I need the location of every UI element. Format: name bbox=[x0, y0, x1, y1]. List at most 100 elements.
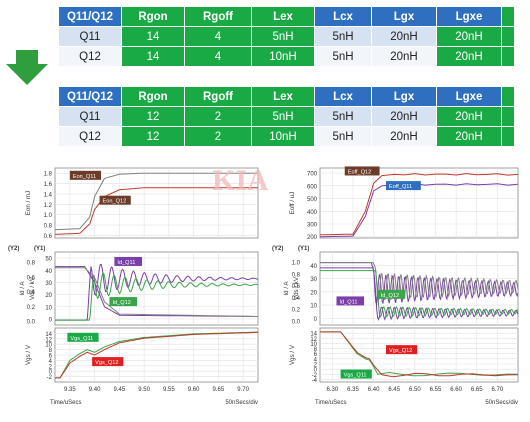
table-row: Q11 12 2 5nH 5nH 20nH 20nH bbox=[58, 106, 515, 127]
subplot: 0.6 0.8 1.0 1.2 1.4 1.6 1.8 Eon / mJ Eon_Q11 Eon_… bbox=[25, 167, 259, 240]
y-tick-label: 0.8 bbox=[44, 224, 53, 230]
parameter-table-before: Q11/Q12 Rgon Rgoff Lex Lcx Lgx Lgxe Q11 … bbox=[58, 6, 515, 67]
subplot: 0 10 20 30 40 50 0.0 0.2 0.4 0.6 0.8 Id / A Vds / kV… bbox=[8, 246, 259, 326]
table-cell: 10nH bbox=[251, 46, 315, 67]
y2-axis-label: Vds / kV bbox=[293, 276, 300, 300]
x-tick-label: 9.40 bbox=[89, 387, 101, 393]
x-tick-label: 6.50 bbox=[409, 387, 421, 393]
y-tick-label: 700 bbox=[307, 172, 318, 178]
table-row: Q12 14 4 10nH 5nH 20nH 20nH bbox=[58, 46, 515, 67]
table-cell: 20nH bbox=[371, 126, 437, 147]
series-line-vgs-q12 bbox=[55, 331, 259, 379]
header-cell: Rgon bbox=[121, 86, 185, 107]
x-axis-label: Time/uSecs bbox=[50, 400, 81, 406]
table-edge-cell bbox=[501, 106, 515, 127]
table-cell: Q12 bbox=[58, 46, 122, 67]
series-line-id-q11 bbox=[55, 263, 259, 321]
y-tick-label: 30 bbox=[310, 277, 317, 283]
y2-tick-label: 0.0 bbox=[292, 320, 301, 326]
chart-panel-left: 0.6 0.8 1.0 1.2 1.4 1.6 1.8 Eon / mJ Eon_Q11 Eon_… bbox=[8, 167, 259, 406]
table-cell: 20nH bbox=[371, 106, 437, 127]
table-cell: 20nH bbox=[436, 46, 502, 67]
table-row: Q11 14 4 5nH 5nH 20nH 20nH bbox=[58, 26, 515, 47]
y-tick-label: 40 bbox=[310, 264, 317, 270]
series-label: Eoff_Q12 bbox=[348, 169, 372, 175]
y-tick-label: 30 bbox=[45, 281, 52, 287]
table-cell: 14 bbox=[121, 46, 185, 67]
x-tick-label: 6.40 bbox=[368, 387, 380, 393]
x-tick-label: 9.70 bbox=[237, 387, 249, 393]
table-cell: Q11 bbox=[58, 26, 122, 47]
series-label-box bbox=[377, 289, 406, 299]
y2-tick-label: 0.2 bbox=[292, 308, 301, 314]
y-tick-label: 6 bbox=[314, 352, 318, 358]
table-cell: 12 bbox=[121, 126, 185, 147]
y-tick-label: -2 bbox=[47, 375, 53, 381]
x-tick-label: 6.35 bbox=[347, 387, 359, 393]
table-edge-cell bbox=[501, 86, 515, 107]
y-tick-label: 8 bbox=[314, 347, 318, 353]
table-cell: 5nH bbox=[314, 46, 372, 67]
y-tick-label: -4 bbox=[312, 378, 318, 384]
y-tick-label: 200 bbox=[307, 235, 318, 241]
series-line-eon-q11 bbox=[54, 172, 258, 231]
y-tick-label: 20 bbox=[45, 293, 52, 299]
table-cell: 5nH bbox=[314, 126, 372, 147]
header-cell: Lgx bbox=[371, 6, 437, 27]
header-cell: Lgxe bbox=[436, 6, 502, 27]
table-header-row: Q11/Q12 Rgon Rgoff Lex Lcx Lgx Lgxe bbox=[58, 6, 515, 27]
series-label-box bbox=[69, 170, 102, 180]
y-tick-label: 0.6 bbox=[44, 234, 53, 240]
series-label: Id_Q11 bbox=[117, 260, 135, 266]
series-label-box bbox=[386, 345, 418, 355]
y-tick-label: 1.0 bbox=[44, 213, 53, 219]
header-cell: Q11/Q12 bbox=[58, 6, 122, 27]
table-cell: 20nH bbox=[436, 106, 502, 127]
x-tick-label: 9.35 bbox=[64, 387, 76, 393]
y-tick-label: 1.4 bbox=[44, 192, 53, 198]
table-header-row: Q11/Q12 Rgon Rgoff Lex Lcx Lgx Lgxe bbox=[58, 86, 515, 107]
table-cell: 2 bbox=[184, 106, 252, 127]
table-edge-cell bbox=[501, 126, 515, 147]
series-label: Eoff_Q11 bbox=[389, 184, 412, 190]
series-label-box bbox=[109, 297, 138, 307]
series-label: Vgs_Q11 bbox=[70, 336, 93, 342]
y-tick-label: 2 bbox=[49, 364, 53, 370]
y-tick-label: 2 bbox=[314, 363, 318, 369]
x-tick-label: 6.65 bbox=[471, 387, 483, 393]
table-cell: 5nH bbox=[314, 26, 372, 47]
header-cell: Rgon bbox=[121, 6, 185, 27]
axis-tag: (Y1) bbox=[34, 246, 45, 252]
header-cell: Lcx bbox=[314, 6, 372, 27]
y2-tick-label: 0.8 bbox=[27, 261, 36, 267]
series-label: Vgs_Q11 bbox=[344, 373, 367, 379]
axis-tag: (Y2) bbox=[8, 246, 19, 252]
y2-axis-label: Vds / kV bbox=[29, 276, 36, 300]
table-cell: 20nH bbox=[436, 126, 502, 147]
y-axis-label: Vgs / V bbox=[25, 344, 32, 365]
table-cell: 20nH bbox=[371, 46, 437, 67]
x-tick-label: 6.55 bbox=[430, 387, 442, 393]
y-tick-label: -2 bbox=[312, 373, 318, 379]
axis-tag: (Y2) bbox=[272, 246, 283, 252]
series-label-box bbox=[336, 296, 365, 306]
y-axis-label: Id / A bbox=[19, 281, 26, 296]
table-cell: 12 bbox=[121, 106, 185, 127]
series-line-id-q12 bbox=[320, 270, 519, 318]
header-cell: Lex bbox=[251, 86, 315, 107]
x-axis-label: Time/uSecs bbox=[315, 400, 346, 406]
y-axis-label: Eon / mJ bbox=[25, 191, 32, 215]
series-label-box bbox=[67, 332, 99, 342]
y-tick-label: 600 bbox=[307, 184, 318, 190]
y-tick-label: 1.2 bbox=[44, 203, 53, 209]
series-label-box bbox=[340, 369, 372, 379]
series-label: Id_Q12 bbox=[381, 293, 399, 299]
parameter-table-after: Q11/Q12 Rgon Rgoff Lex Lcx Lgx Lgxe Q11 … bbox=[58, 86, 515, 147]
plot-area bbox=[319, 167, 519, 239]
table-cell: 2 bbox=[184, 126, 252, 147]
table-cell: 20nH bbox=[371, 26, 437, 47]
y-tick-label: 0 bbox=[314, 368, 318, 374]
x-scale-label: 50nSecs/div bbox=[485, 400, 518, 406]
y2-tick-label: 0.6 bbox=[292, 284, 301, 290]
